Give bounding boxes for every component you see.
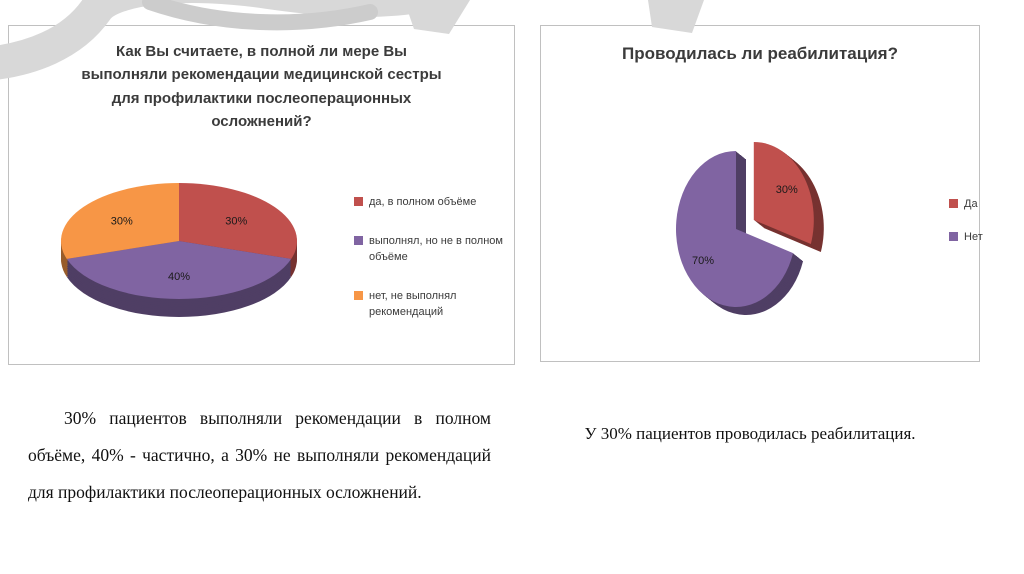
legend-swatch-icon — [354, 197, 363, 206]
legend-swatch-icon — [949, 231, 958, 241]
legend-item: да, в полном объёме — [354, 194, 512, 211]
pie-chart-rehabilitation: 30% 70% — [676, 141, 824, 315]
chart-legend-rehabilitation: Да Нет — [949, 196, 1009, 261]
svg-text:40%: 40% — [168, 271, 190, 283]
legend-swatch-icon — [354, 235, 363, 245]
chart-title-recommendations: Как Вы считаете, в полной ли мере Вы вып… — [81, 43, 442, 130]
legend-item: выполнял, но не в полном объёме — [354, 233, 512, 266]
pie-chart-recommendations: 30% 40% 30% — [60, 183, 297, 318]
caption-rehabilitation: У 30% пациентов проводилась реабилитация… — [584, 424, 916, 443]
legend-item: нет, не выполнял рекомендаций — [354, 288, 512, 321]
decor-swoosh-small-icon — [142, 0, 378, 31]
legend-label: Нет — [964, 230, 983, 243]
legend-label: Да — [964, 198, 978, 210]
chart-legend-recommendations: да, в полном объёме выполнял, но не в по… — [354, 194, 512, 343]
legend-item: Нет — [949, 229, 1009, 246]
svg-text:30%: 30% — [225, 216, 247, 228]
legend-label: выполнял, но не в полном объёме — [369, 234, 503, 264]
legend-item: Да — [949, 196, 1009, 213]
caption-recommendations: 30% пациентов выполняли рекомендации в п… — [28, 408, 491, 502]
chart-panel-rehabilitation: Проводилась ли реабилитация? 30% 70% Да Н… — [540, 25, 983, 362]
legend-swatch-icon — [354, 290, 363, 300]
chart-title-rehabilitation: Проводилась ли реабилитация? — [622, 44, 898, 63]
legend-label: нет, не выполнял рекомендаций — [369, 289, 457, 319]
svg-text:70%: 70% — [692, 255, 714, 267]
legend-swatch-icon — [949, 199, 958, 208]
chart-panel-recommendations: Как Вы считаете, в полной ли мере Вы вып… — [8, 25, 515, 365]
svg-text:30%: 30% — [776, 184, 798, 196]
legend-label: да, в полном объёме — [369, 196, 477, 208]
svg-text:30%: 30% — [111, 216, 133, 228]
